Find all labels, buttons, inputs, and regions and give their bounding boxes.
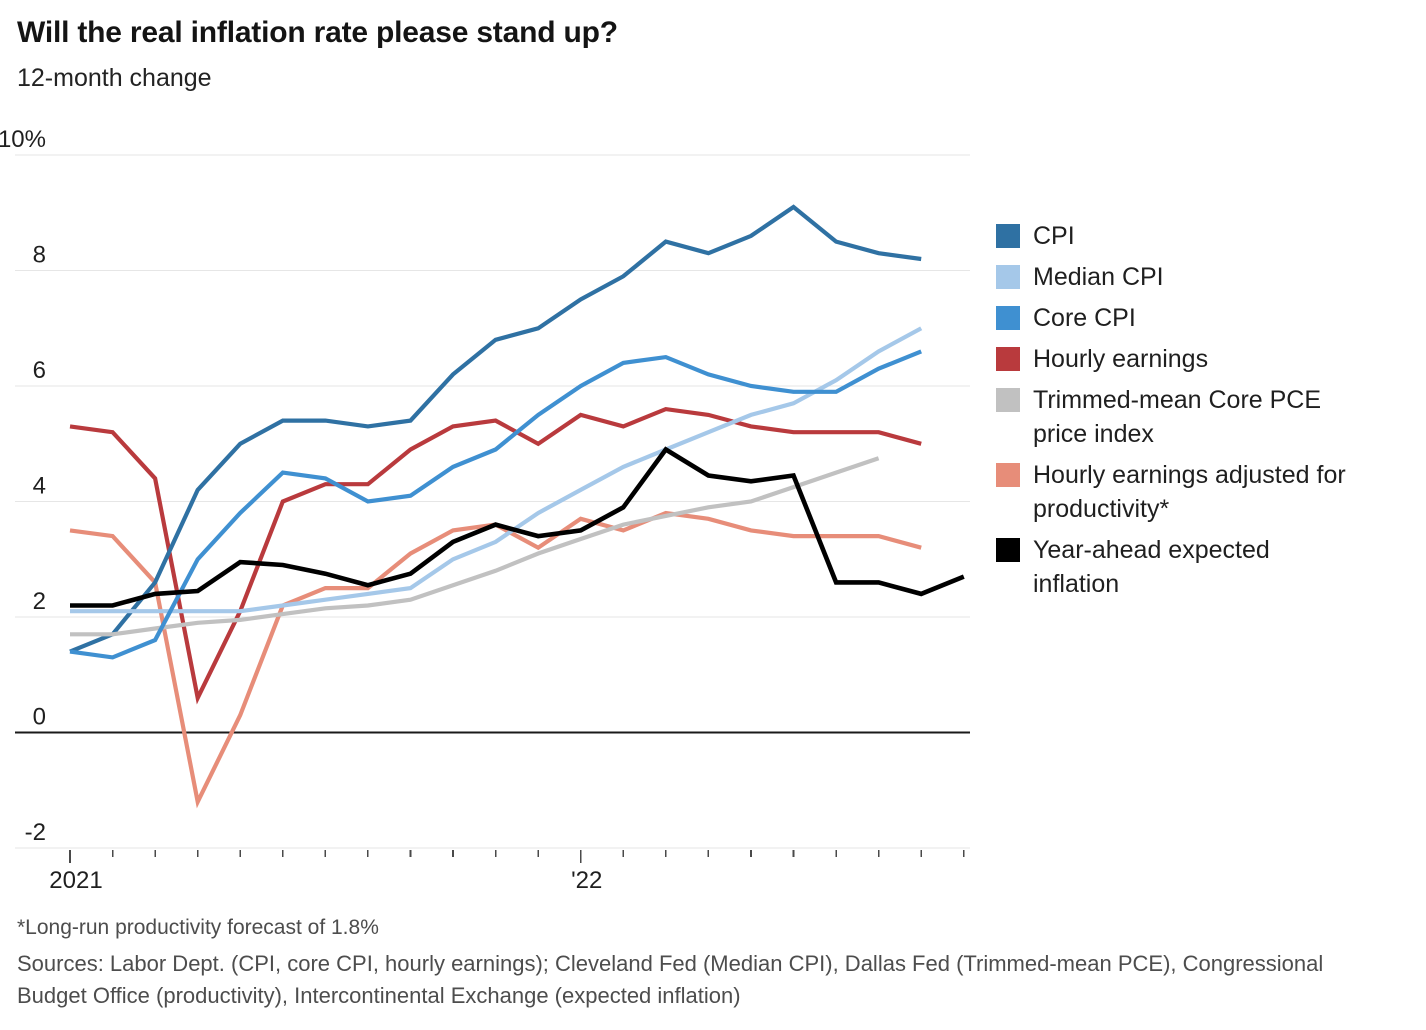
series-line-year-ahead-expected-inflation [70, 446, 965, 608]
y-axis-label-6: 6 [33, 357, 46, 384]
legend-item-median-cpi: Median CPI [996, 260, 1416, 294]
series-line-trimmed-mean-core-pce-price-index [70, 456, 880, 637]
series-line-median-cpi [70, 326, 923, 614]
legend-label-trimmed-mean-pce: Trimmed-mean Core PCE price index [1033, 386, 1322, 448]
legend-label-median-cpi: Median CPI [1033, 263, 1164, 291]
legend-swatch-core-cpi [996, 306, 1020, 330]
series-line-cpi [69, 204, 922, 654]
legend-label-hourly-earnings-adjusted: Hourly earnings adjusted for productivit… [1033, 461, 1346, 523]
chart-sources: Sources: Labor Dept. (CPI, core CPI, hou… [17, 951, 1324, 1008]
series-line-hourly-earnings [69, 406, 922, 705]
legend-label-hourly-earnings: Hourly earnings [1033, 345, 1209, 373]
legend-item-hourly-earnings-adjusted: Hourly earnings adjusted for productivit… [996, 458, 1416, 526]
series-line-core-cpi [69, 349, 922, 660]
legend-item-expected-inflation: Year-ahead expected inflation [996, 533, 1416, 601]
page-title: Will the real inflation rate please stan… [17, 16, 618, 49]
legend-swatch-cpi [996, 224, 1020, 248]
legend-swatch-hourly-earnings-adjusted [996, 463, 1020, 487]
chart-footnote: *Long-run productivity forecast of 1.8% [17, 916, 379, 939]
legend-swatch-hourly-earnings [996, 347, 1020, 371]
chart-subtitle: 12-month change [17, 64, 212, 92]
legend-swatch-trimmed-mean-pce [996, 388, 1020, 412]
legend-label-core-cpi: Core CPI [1033, 304, 1136, 332]
y-axis-label-8: 8 [33, 242, 46, 269]
legend-swatch-median-cpi [996, 265, 1020, 289]
y-axis-label-4: 4 [33, 473, 46, 500]
x-axis-label-2021: 2021 [49, 867, 102, 894]
legend-label-expected-inflation: Year-ahead expected inflation [1033, 536, 1270, 598]
x-axis-label-22: '22 [571, 867, 602, 894]
legend-item-trimmed-mean-pce: Trimmed-mean Core PCE price index [996, 383, 1416, 451]
legend-item-core-cpi: Core CPI [996, 301, 1416, 335]
legend-item-cpi: CPI [996, 219, 1416, 253]
legend-label-cpi: CPI [1033, 222, 1075, 250]
y-axis-label-2: 2 [33, 588, 46, 615]
y-axis-label-0: 0 [33, 704, 46, 731]
legend-swatch-expected-inflation [996, 538, 1020, 562]
y-axis-label-10: 10% [0, 126, 46, 153]
legend-item-hourly-earnings: Hourly earnings [996, 342, 1416, 376]
y-axis-label--2: -2 [25, 819, 46, 846]
chart-legend: CPI Median CPI Core CPI Hourly earnings … [996, 219, 1416, 608]
